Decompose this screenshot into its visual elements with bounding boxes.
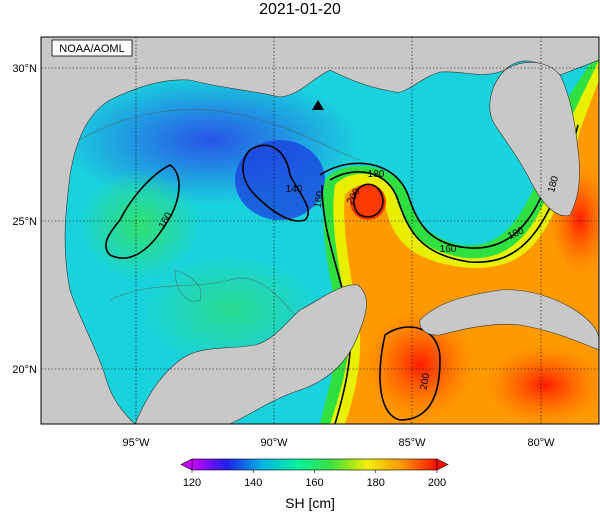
station-triangle-marker [312,100,324,110]
contour-180-loop [329,124,579,263]
contour-label: 160 [313,190,327,209]
contour-160-west [105,164,180,259]
map-frame [40,36,600,425]
lat-label: 20°N [12,364,37,376]
colorbar-max-arrow [436,458,449,471]
warm-eddy [350,184,386,220]
yucatan-mexico [134,284,367,424]
contour-200-eddy [353,183,384,218]
colorbar-ticks: 120 140 160 180 200 [183,470,446,489]
contour-thin-lines [79,109,361,321]
credit-box [51,39,133,57]
credit-label: NOAA/AOML [59,43,124,55]
colorbar-tick-label: 120 [183,477,201,489]
lat-lon-grid [41,37,599,424]
colorbar-tick-label: 200 [428,477,446,489]
red-core-southeast [485,345,599,424]
contour-label-group: 140 160 160 180 180 180 200 200 160 [157,169,561,391]
contour-label: 180 [368,169,385,180]
lat-label: 30°N [12,63,37,75]
green-patch-west [80,170,200,280]
contour-200-south [379,326,441,421]
contour-label: 200 [419,372,433,391]
lon-label: 80°W [527,437,555,449]
lon-label: 95°W [122,437,150,449]
colorbar-min-arrow [180,458,193,471]
land [41,37,599,424]
cuba [419,289,599,351]
colorbar-gradient [191,458,438,471]
red-core-south [365,310,475,420]
lat-axis: 30°N 25°N 20°N [12,63,37,376]
florida [489,62,580,217]
colorbar-tick-label: 140 [244,477,262,489]
contour-label: 160 [440,244,457,255]
lon-label: 90°W [260,437,288,449]
contour-140 [242,144,310,222]
lon-axis: 95°W 90°W 85°W 80°W [122,437,555,449]
lon-label: 85°W [398,437,426,449]
colorbar-label: SH [cm] [285,495,335,511]
us-coast [41,37,599,424]
colorbar-tick-label: 160 [305,477,323,489]
contour-label: 180 [546,174,561,193]
contour-label: 140 [286,184,303,195]
contour-160-loop [319,119,566,249]
blue-core [235,140,325,220]
map-title: 2021-01-20 [259,1,341,18]
colorbar: 120 140 160 180 200 [180,458,449,489]
lat-label: 25°N [12,216,37,228]
colorbar-tick-label: 180 [367,477,385,489]
map-area: 140 160 160 180 180 180 200 200 160 [41,37,599,424]
